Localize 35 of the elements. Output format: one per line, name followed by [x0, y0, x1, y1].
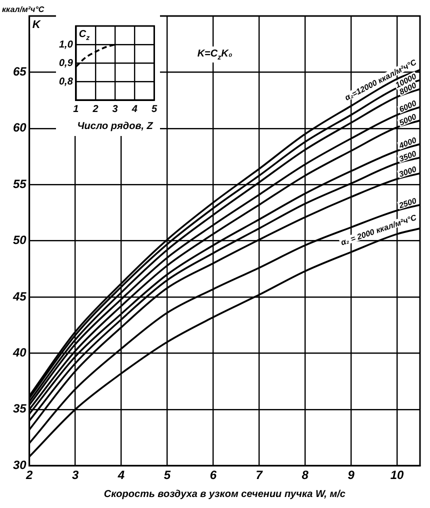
y-tick-label: 30	[12, 458, 27, 472]
y-tick-label: 0,9	[58, 58, 74, 69]
text: 2500	[396, 196, 418, 211]
x-axis-title: Число рядов, Z	[77, 120, 154, 132]
y-tick-label: 50	[12, 233, 27, 248]
text: 4000	[396, 135, 418, 151]
y-tick-label: 1,0	[58, 39, 74, 50]
x-tick-label: 3	[72, 468, 79, 482]
annotation: K	[32, 19, 42, 31]
text: 3000	[398, 164, 418, 180]
text: 3500	[398, 148, 418, 164]
y-tick-label: 60	[12, 120, 27, 135]
x-tick-label: 10	[390, 468, 404, 482]
x-tick-label: 2	[25, 468, 34, 482]
x-tick-label: 2	[92, 104, 99, 115]
y-tick-label: 45	[12, 289, 27, 304]
y-axis-title: ккал/м²ч°С	[2, 5, 44, 14]
x-tick-label: 8	[302, 468, 309, 482]
text: 6000	[398, 98, 418, 114]
y-tick-label: 0,8	[58, 76, 74, 88]
x-axis-title: Скорость воздуха в узком сечении пучка W, м/с	[104, 488, 346, 500]
y-tick-label: 35	[12, 402, 27, 416]
x-tick-label: 7	[256, 468, 264, 482]
y-tick-label: 55	[12, 176, 27, 191]
text: 5000	[398, 112, 418, 128]
x-tick-label: 4	[130, 104, 138, 115]
x-tick-label: 3	[112, 104, 118, 115]
y-tick-label: 40	[12, 346, 27, 360]
x-tick-label: 9	[348, 468, 355, 482]
x-tick-label: 5	[164, 468, 171, 482]
y-tick-label: 65	[12, 64, 27, 79]
x-tick-label: 1	[73, 104, 80, 115]
x-tick-label: 6	[210, 468, 217, 482]
x-tick-label: 5	[151, 104, 158, 115]
x-tick-label: 4	[116, 468, 125, 482]
